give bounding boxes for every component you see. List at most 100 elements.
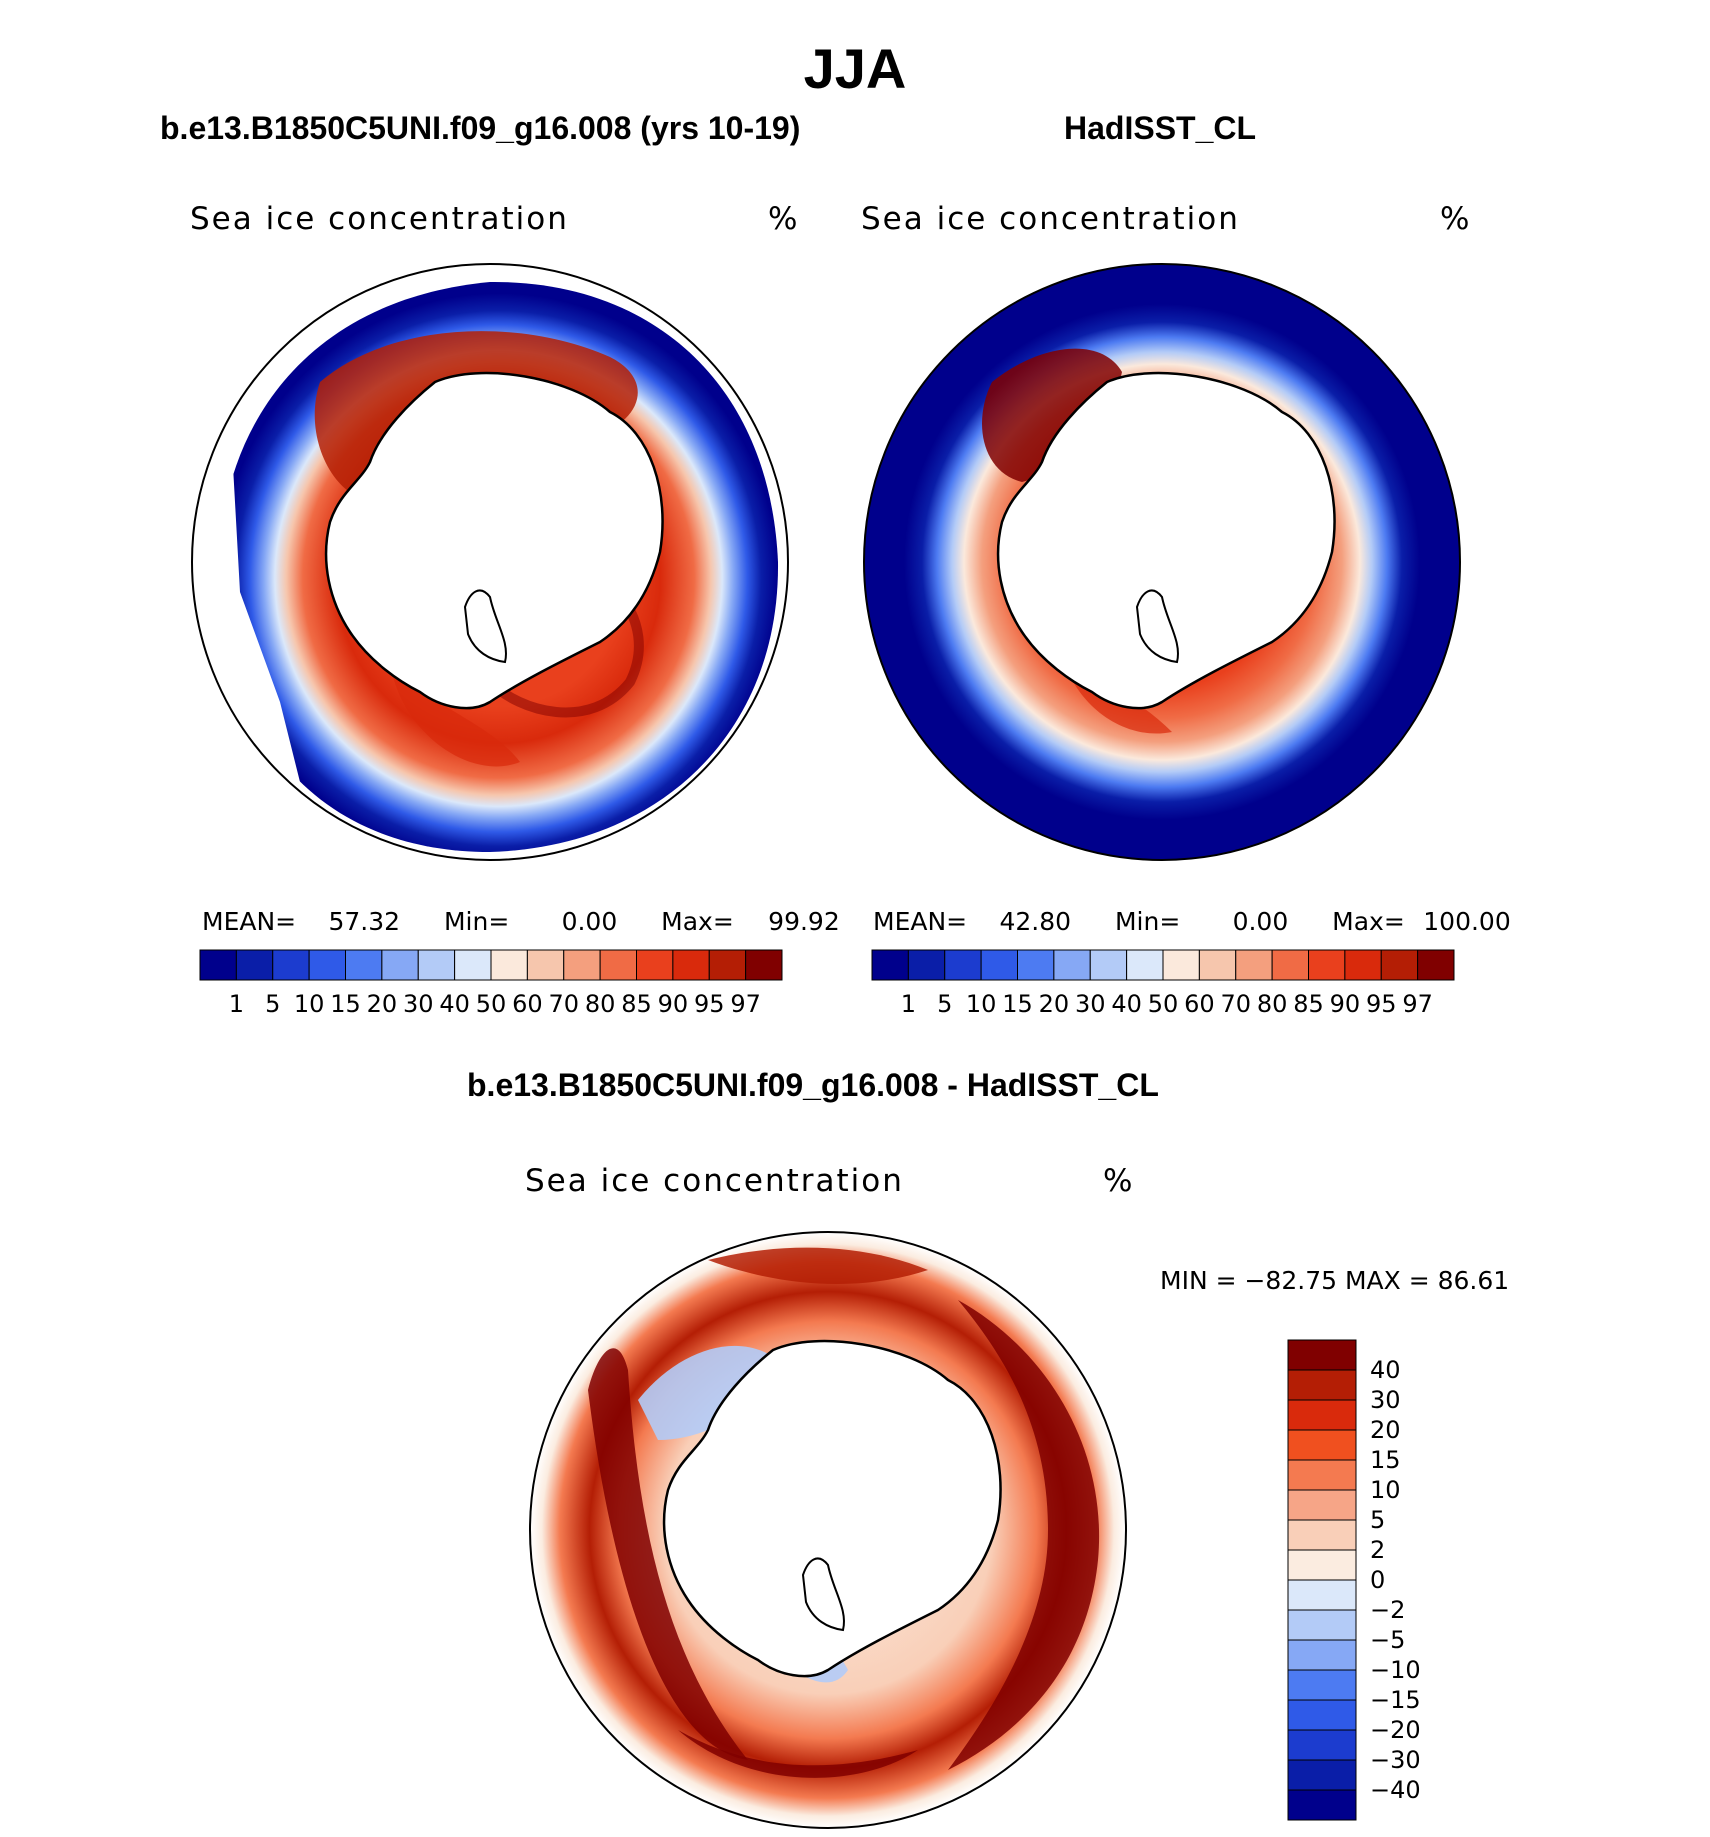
left-unit-label: %	[768, 201, 800, 237]
left-colorbar-tick: 15	[330, 990, 361, 1018]
diff-colorbar-box	[1287, 1729, 1357, 1761]
diff-colorbar-box	[1287, 1579, 1357, 1611]
right-colorbar-box	[1344, 949, 1382, 981]
left-colorbar-tick: 70	[548, 990, 580, 1018]
left-panel-title: b.e13.B1850C5UNI.f09_g16.008 (yrs 10-19)	[160, 110, 801, 146]
diff-colorbar-tick: 40	[1370, 1356, 1401, 1384]
left-max-value: 99.92	[768, 907, 840, 936]
right-colorbar-box	[1162, 949, 1200, 981]
right-colorbar-tick: 40	[1111, 990, 1142, 1018]
right-colorbar-box	[871, 949, 909, 981]
diff-polar-map	[529, 1231, 1127, 1829]
right-polar-map	[863, 263, 1461, 861]
left-mean-label: MEAN=	[202, 907, 297, 936]
right-colorbar-box	[1198, 949, 1237, 981]
left-colorbar-tick: 50	[475, 990, 507, 1018]
diff-colorbar-tick: −20	[1370, 1716, 1421, 1744]
diff-colorbar-box	[1287, 1609, 1357, 1641]
right-colorbar-tick: 80	[1256, 990, 1288, 1018]
left-colorbar-box	[417, 949, 456, 981]
left-colorbar-tick: 40	[439, 990, 470, 1018]
left-mean-value: 57.32	[328, 907, 401, 936]
right-colorbar-box	[1017, 949, 1055, 981]
left-plot-label: Sea ice concentration	[190, 201, 569, 237]
right-colorbar-box	[1380, 949, 1419, 981]
right-colorbar-tick: 90	[1329, 990, 1361, 1018]
diff-colorbar-tick: 0	[1370, 1566, 1386, 1594]
right-colorbar-tick: 97	[1402, 990, 1433, 1018]
left-colorbar-box	[490, 949, 528, 981]
diff-colorbar-tick: −15	[1370, 1686, 1421, 1714]
right-mean-label: MEAN=	[873, 907, 968, 936]
right-colorbar-box	[980, 949, 1018, 981]
right-mean-value: 42.80	[999, 907, 1072, 936]
left-colorbar-box	[199, 949, 237, 981]
diff-colorbar-box	[1287, 1639, 1357, 1671]
diff-colorbar-tick: −30	[1370, 1746, 1421, 1774]
diff-colorbar-tick: 20	[1370, 1416, 1401, 1444]
right-colorbar	[871, 949, 1455, 981]
right-colorbar-tick: 85	[1293, 990, 1324, 1018]
diff-colorbar-tick: −5	[1370, 1626, 1406, 1654]
diff-colorbar-box	[1287, 1489, 1357, 1521]
left-colorbar-tick: 5	[265, 990, 281, 1018]
left-colorbar-tick: 85	[621, 990, 652, 1018]
diff-colorbar-tick: 30	[1370, 1386, 1401, 1414]
right-colorbar-tick: 95	[1365, 990, 1397, 1018]
left-colorbar-box	[708, 949, 747, 981]
diff-colorbar-tick: 15	[1370, 1446, 1401, 1474]
diff-colorbar-ticks: 40 30 20 15 10 5 2 0 −2 −5 −10 −15 −20 −30 −40	[1370, 1340, 1470, 1820]
diff-colorbar-box	[1287, 1549, 1357, 1581]
right-panel-title: HadISST_CL	[1064, 110, 1257, 146]
diff-colorbar-box	[1287, 1459, 1357, 1491]
diff-colorbar-box	[1287, 1399, 1357, 1431]
left-colorbar-tick: 60	[512, 990, 543, 1018]
left-colorbar-box	[745, 949, 783, 981]
diff-colorbar-box	[1287, 1339, 1357, 1371]
right-colorbar-tick: 5	[937, 990, 953, 1018]
right-min-label: Min=	[1114, 907, 1181, 936]
figure-title: JJA	[803, 37, 907, 100]
diff-colorbar-box	[1287, 1369, 1357, 1401]
left-colorbar-tick: 90	[657, 990, 689, 1018]
diff-colorbar-box	[1287, 1789, 1357, 1821]
diff-colorbar-tick: −10	[1370, 1656, 1421, 1684]
right-max-value: 100.00	[1423, 907, 1511, 936]
right-unit-label: %	[1440, 201, 1472, 237]
right-colorbar-tick: 20	[1038, 990, 1070, 1018]
left-colorbar-box	[381, 949, 419, 981]
diff-plot-label: Sea ice concentration	[525, 1163, 904, 1199]
left-colorbar-box	[454, 949, 492, 981]
diff-colorbar-tick: −2	[1370, 1596, 1406, 1624]
left-max-label: Max=	[661, 907, 734, 936]
right-plot-label: Sea ice concentration	[861, 201, 1240, 237]
diff-colorbar-box	[1287, 1519, 1357, 1551]
right-colorbar-box	[1089, 949, 1128, 981]
diff-colorbar-tick: 10	[1370, 1476, 1401, 1504]
left-colorbar-box	[272, 949, 310, 981]
diff-colorbar-box	[1287, 1429, 1357, 1461]
right-colorbar-box	[1271, 949, 1309, 981]
left-colorbar-box	[672, 949, 710, 981]
diff-panel-title: b.e13.B1850C5UNI.f09_g16.008 - HadISST_C…	[467, 1067, 1159, 1103]
right-colorbar-tick: 70	[1220, 990, 1252, 1018]
diff-colorbar-box	[1287, 1699, 1357, 1731]
left-stats: MEAN= 57.32 Min= 0.00 Max= 99.92	[202, 907, 840, 936]
diff-minmax: MIN = −82.75 MAX = 86.61	[1160, 1266, 1510, 1295]
diff-colorbar	[1287, 1339, 1357, 1821]
diff-colorbar-tick: 2	[1370, 1536, 1386, 1564]
left-polar-map	[191, 263, 789, 861]
right-colorbar-box	[1053, 949, 1091, 981]
left-min-label: Min=	[443, 907, 510, 936]
left-colorbar-tick: 97	[730, 990, 761, 1018]
right-colorbar-tick: 1	[900, 990, 917, 1018]
right-colorbar-ticks: 1 5 10 15 20 30 40 50 60 70 80 85 90 95 97	[872, 990, 1454, 1020]
left-colorbar-box	[599, 949, 637, 981]
diff-colorbar-box	[1287, 1759, 1357, 1791]
left-colorbar-tick: 30	[402, 990, 434, 1018]
left-colorbar-tick: 80	[584, 990, 616, 1018]
left-colorbar-ticks: 1 5 10 15 20 30 40 50 60 70 80 85 90 95 97	[200, 990, 782, 1020]
right-colorbar-tick: 50	[1147, 990, 1179, 1018]
diff-colorbar-tick: −40	[1370, 1776, 1421, 1804]
right-colorbar-box	[907, 949, 946, 981]
